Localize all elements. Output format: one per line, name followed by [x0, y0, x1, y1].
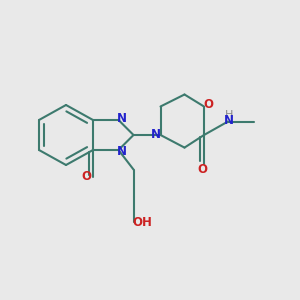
- Text: N: N: [116, 145, 127, 158]
- Text: N: N: [224, 114, 234, 127]
- Text: H: H: [225, 110, 233, 120]
- Text: O: O: [81, 170, 92, 184]
- Text: N: N: [151, 128, 161, 141]
- Text: N: N: [116, 112, 127, 125]
- Text: O: O: [197, 163, 208, 176]
- Text: O: O: [203, 98, 213, 111]
- Text: OH: OH: [133, 215, 152, 229]
